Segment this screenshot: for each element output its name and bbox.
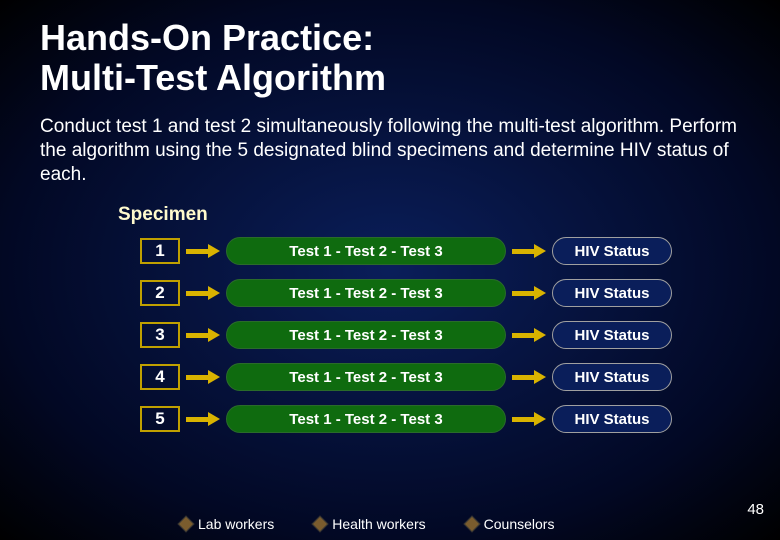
title-line1: Hands-On Practice: bbox=[40, 18, 740, 58]
specimen-number-box: 1 bbox=[140, 238, 180, 264]
arrow-icon bbox=[186, 244, 220, 258]
status-pill: HIV Status bbox=[552, 363, 672, 391]
tests-pill: Test 1 - Test 2 - Test 3 bbox=[226, 237, 506, 265]
slide: Hands-On Practice: Multi-Test Algorithm … bbox=[0, 0, 780, 540]
specimen-number-box: 5 bbox=[140, 406, 180, 432]
arrow-icon bbox=[512, 286, 546, 300]
arrow-icon bbox=[186, 286, 220, 300]
specimen-rows: 1 Test 1 - Test 2 - Test 3 HIV Status 2 Test… bbox=[140, 236, 740, 434]
arrow-icon bbox=[512, 328, 546, 342]
diamond-icon bbox=[312, 516, 329, 533]
legend-label: Counselors bbox=[484, 516, 555, 532]
specimen-number-box: 3 bbox=[140, 322, 180, 348]
status-pill: HIV Status bbox=[552, 279, 672, 307]
title-line2: Multi-Test Algorithm bbox=[40, 58, 740, 98]
arrow-icon bbox=[186, 412, 220, 426]
status-pill: HIV Status bbox=[552, 321, 672, 349]
status-pill: HIV Status bbox=[552, 237, 672, 265]
specimen-row: 2 Test 1 - Test 2 - Test 3 HIV Status bbox=[140, 278, 740, 308]
tests-pill: Test 1 - Test 2 - Test 3 bbox=[226, 321, 506, 349]
specimen-row: 5 Test 1 - Test 2 - Test 3 HIV Status bbox=[140, 404, 740, 434]
legend-item: Health workers bbox=[314, 516, 425, 532]
page-number: 48 bbox=[747, 501, 764, 518]
arrow-icon bbox=[186, 370, 220, 384]
specimen-row: 4 Test 1 - Test 2 - Test 3 HIV Status bbox=[140, 362, 740, 392]
arrow-icon bbox=[512, 370, 546, 384]
arrow-icon bbox=[512, 244, 546, 258]
specimen-header: Specimen bbox=[118, 204, 740, 226]
legend-item: Counselors bbox=[466, 516, 555, 532]
diamond-icon bbox=[463, 516, 480, 533]
legend: Lab workers Health workers Counselors bbox=[180, 516, 554, 532]
tests-pill: Test 1 - Test 2 - Test 3 bbox=[226, 405, 506, 433]
specimen-number-box: 2 bbox=[140, 280, 180, 306]
legend-label: Lab workers bbox=[198, 516, 274, 532]
specimen-row: 3 Test 1 - Test 2 - Test 3 HIV Status bbox=[140, 320, 740, 350]
status-pill: HIV Status bbox=[552, 405, 672, 433]
diamond-icon bbox=[178, 516, 195, 533]
legend-label: Health workers bbox=[332, 516, 425, 532]
body-text: Conduct test 1 and test 2 simultaneously… bbox=[40, 115, 740, 186]
tests-pill: Test 1 - Test 2 - Test 3 bbox=[226, 279, 506, 307]
specimen-number-box: 4 bbox=[140, 364, 180, 390]
arrow-icon bbox=[512, 412, 546, 426]
specimen-row: 1 Test 1 - Test 2 - Test 3 HIV Status bbox=[140, 236, 740, 266]
arrow-icon bbox=[186, 328, 220, 342]
legend-item: Lab workers bbox=[180, 516, 274, 532]
tests-pill: Test 1 - Test 2 - Test 3 bbox=[226, 363, 506, 391]
